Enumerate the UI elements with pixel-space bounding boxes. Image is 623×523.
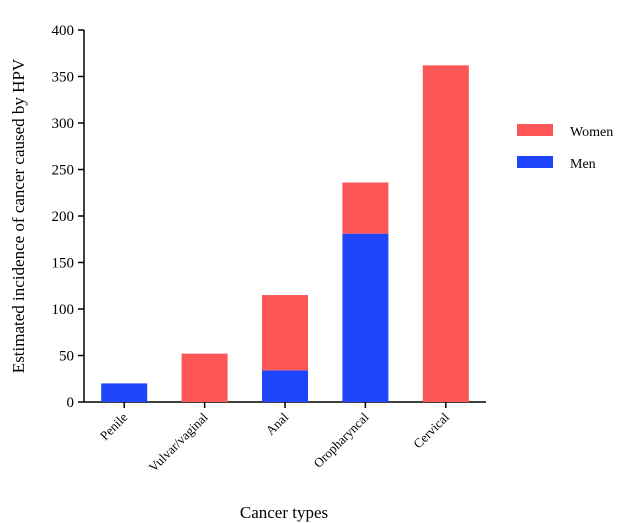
legend-swatch-women (517, 124, 553, 136)
y-axis: 0 50 100 150 200 250 300 350 400 (52, 23, 85, 411)
x-tick-label: Anal (263, 409, 292, 438)
y-tick-label: 200 (52, 209, 75, 225)
bar-women-cervical (422, 65, 469, 402)
y-tick-label: 0 (67, 395, 75, 411)
legend-label-women: Women (570, 125, 613, 140)
legend-swatch-men (517, 156, 553, 168)
x-tick-label: Vulvar/vaginal (146, 409, 211, 474)
y-tick-label: 250 (52, 163, 75, 179)
x-axis: Penile Vulvar/vaginal Anal Oropharyncal Cerv… (84, 401, 486, 475)
bar-men-anal (262, 370, 308, 402)
bar-men-penile (101, 383, 148, 402)
y-tick-label: 100 (52, 302, 75, 318)
legend-label-men: Men (570, 157, 596, 172)
x-tick-label: Oropharyncal (310, 409, 371, 470)
legend: Women Men (517, 124, 613, 172)
y-tick-label: 350 (52, 70, 75, 86)
x-tick-label: Penile (97, 409, 131, 443)
y-tick-label: 300 (52, 116, 75, 132)
x-tick-label: Cervical (410, 409, 452, 451)
y-tick-label: 150 (52, 256, 75, 272)
bar-women-oropharyncal (342, 182, 389, 234)
y-tick-label: 50 (59, 349, 74, 365)
y-axis-title: Estimated incidence of cancer caused by … (9, 58, 28, 373)
bar-men-oropharyncal (342, 233, 389, 402)
bar-women-anal (262, 295, 308, 371)
bar-women-vulvar-vaginal (181, 353, 228, 402)
y-tick-label: 400 (52, 23, 75, 39)
bars (101, 65, 469, 402)
x-axis-title: Cancer types (240, 503, 328, 522)
